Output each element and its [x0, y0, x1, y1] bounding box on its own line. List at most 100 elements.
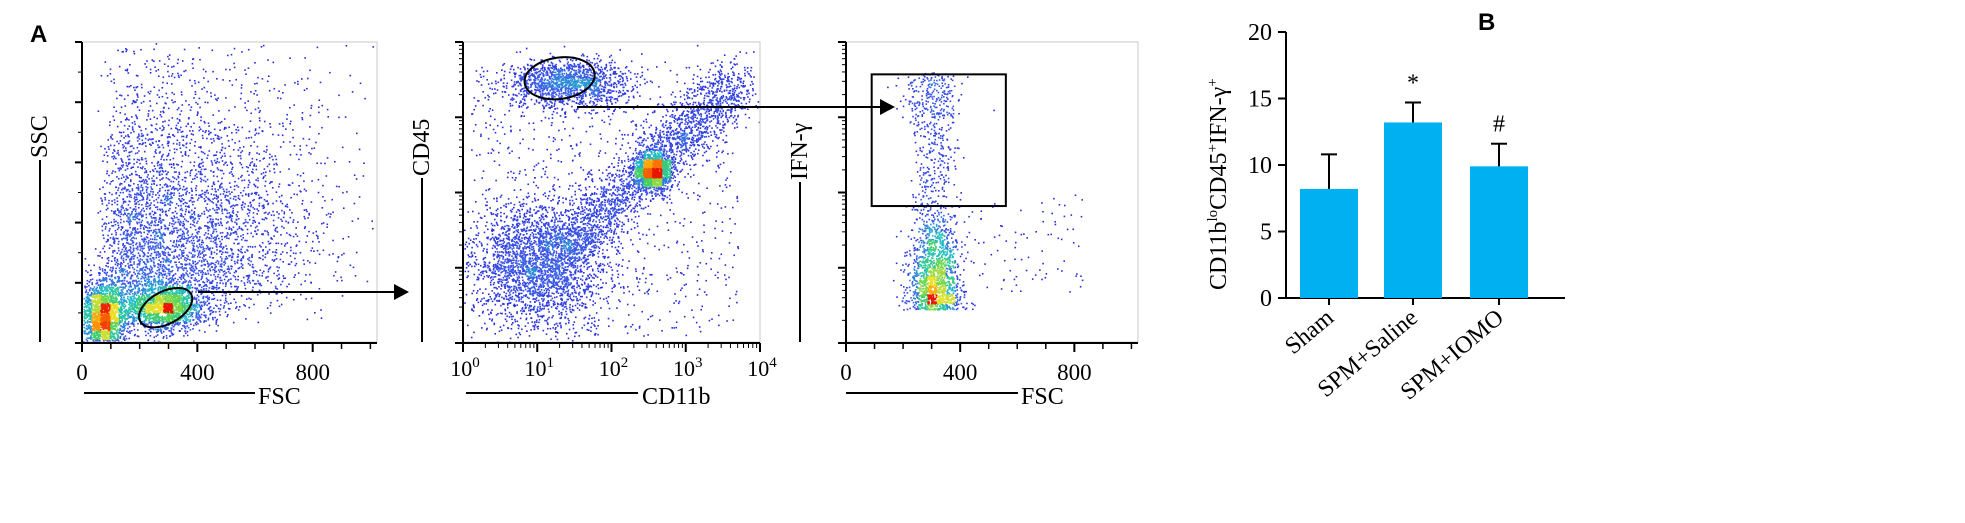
event-dot: [348, 161, 351, 163]
event-dot: [122, 244, 124, 247]
event-dot: [196, 222, 198, 224]
event-dot: [124, 142, 127, 144]
event-dot: [298, 185, 300, 187]
event-dot: [202, 68, 205, 71]
event-dot: [108, 174, 110, 177]
event-dot: [145, 334, 147, 337]
event-dot: [167, 195, 169, 198]
event-dot: [159, 114, 162, 116]
event-dot: [285, 220, 287, 223]
event-dot: [138, 262, 141, 265]
event-dot: [227, 313, 229, 316]
event-dot: [259, 284, 261, 286]
event-dot: [121, 325, 124, 328]
event-dot: [155, 140, 157, 143]
event-dot: [214, 278, 217, 280]
event-dot: [168, 282, 171, 284]
event-dot: [194, 260, 196, 263]
event-dot: [154, 272, 157, 274]
event-dot: [240, 163, 243, 166]
event-dot: [122, 315, 125, 318]
event-dot: [136, 217, 138, 220]
event-dot: [221, 269, 223, 271]
event-dot: [185, 100, 187, 102]
event-dot: [101, 268, 104, 270]
event-dot: [288, 168, 290, 170]
event-dot: [277, 97, 279, 99]
event-dot: [127, 242, 129, 244]
event-dot: [181, 155, 184, 157]
event-dot: [134, 304, 136, 306]
event-dot: [253, 141, 255, 143]
event-dot: [119, 332, 121, 334]
event-dot: [238, 250, 240, 252]
event-dot: [134, 291, 136, 293]
event-dot: [123, 273, 126, 275]
event-dot: [304, 226, 306, 228]
event-dot: [168, 258, 170, 261]
event-dot: [255, 274, 258, 276]
event-dot: [144, 269, 146, 271]
event-dot: [181, 252, 183, 254]
event-dot: [147, 115, 150, 117]
event-dot: [126, 238, 129, 241]
event-dot: [152, 241, 155, 244]
event-dot: [183, 176, 186, 179]
event-dot: [129, 249, 131, 251]
event-dot: [255, 282, 257, 285]
event-dot: [256, 208, 258, 210]
event-dot: [104, 222, 106, 224]
event-dot: [145, 285, 148, 288]
event-dot: [121, 204, 123, 207]
event-dot: [108, 247, 111, 249]
event-dot: [151, 210, 154, 213]
event-dot: [106, 280, 108, 283]
event-dot: [130, 213, 132, 216]
event-dot: [121, 263, 123, 265]
event-dot: [241, 126, 244, 129]
event-dot: [110, 266, 112, 269]
event-dot: [240, 235, 242, 237]
event-dot: [221, 186, 223, 189]
event-dot: [156, 102, 158, 105]
event-dot: [131, 211, 133, 213]
event-dot: [190, 314, 192, 316]
event-dot: [175, 203, 178, 205]
event-dot: [320, 309, 322, 311]
event-dot: [122, 213, 125, 216]
event-dot: [195, 272, 197, 275]
event-dot: [307, 217, 309, 219]
event-dot: [147, 247, 150, 249]
event-dot: [286, 232, 288, 234]
event-dot: [315, 230, 317, 233]
event-dot: [193, 324, 195, 327]
event-dot: [249, 202, 251, 204]
event-dot: [129, 283, 132, 286]
event-dot: [148, 285, 150, 288]
event-dot: [178, 119, 181, 121]
event-dot: [162, 121, 164, 123]
event-dot: [172, 220, 174, 222]
event-dot: [113, 242, 116, 245]
event-dot: [234, 221, 236, 224]
event-dot: [191, 216, 193, 219]
event-dot: [156, 331, 158, 333]
event-dot: [187, 313, 189, 316]
event-dot: [312, 232, 315, 234]
event-dot: [224, 285, 227, 287]
event-dot: [237, 126, 239, 129]
event-dot: [215, 195, 218, 198]
event-dot: [181, 233, 184, 235]
event-dot: [262, 258, 264, 261]
event-dot: [127, 204, 130, 206]
event-dot: [205, 196, 207, 198]
event-dot: [209, 215, 212, 217]
event-dot: [211, 222, 214, 224]
event-dot: [167, 282, 170, 285]
event-dot: [191, 290, 194, 293]
event-dot: [161, 265, 164, 268]
event-dot: [101, 203, 104, 205]
event-dot: [133, 325, 135, 327]
event-dot: [189, 315, 192, 317]
event-dot: [166, 322, 168, 324]
